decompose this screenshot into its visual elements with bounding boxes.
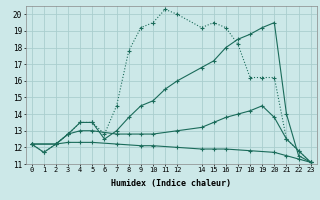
- X-axis label: Humidex (Indice chaleur): Humidex (Indice chaleur): [111, 179, 231, 188]
